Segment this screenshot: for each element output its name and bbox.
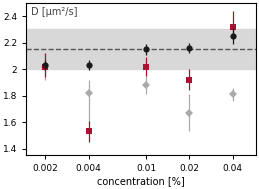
Bar	[26, 29, 256, 69]
X-axis label: concentration [%]: concentration [%]	[97, 176, 185, 186]
Text: D [μm²/s]: D [μm²/s]	[31, 8, 77, 18]
